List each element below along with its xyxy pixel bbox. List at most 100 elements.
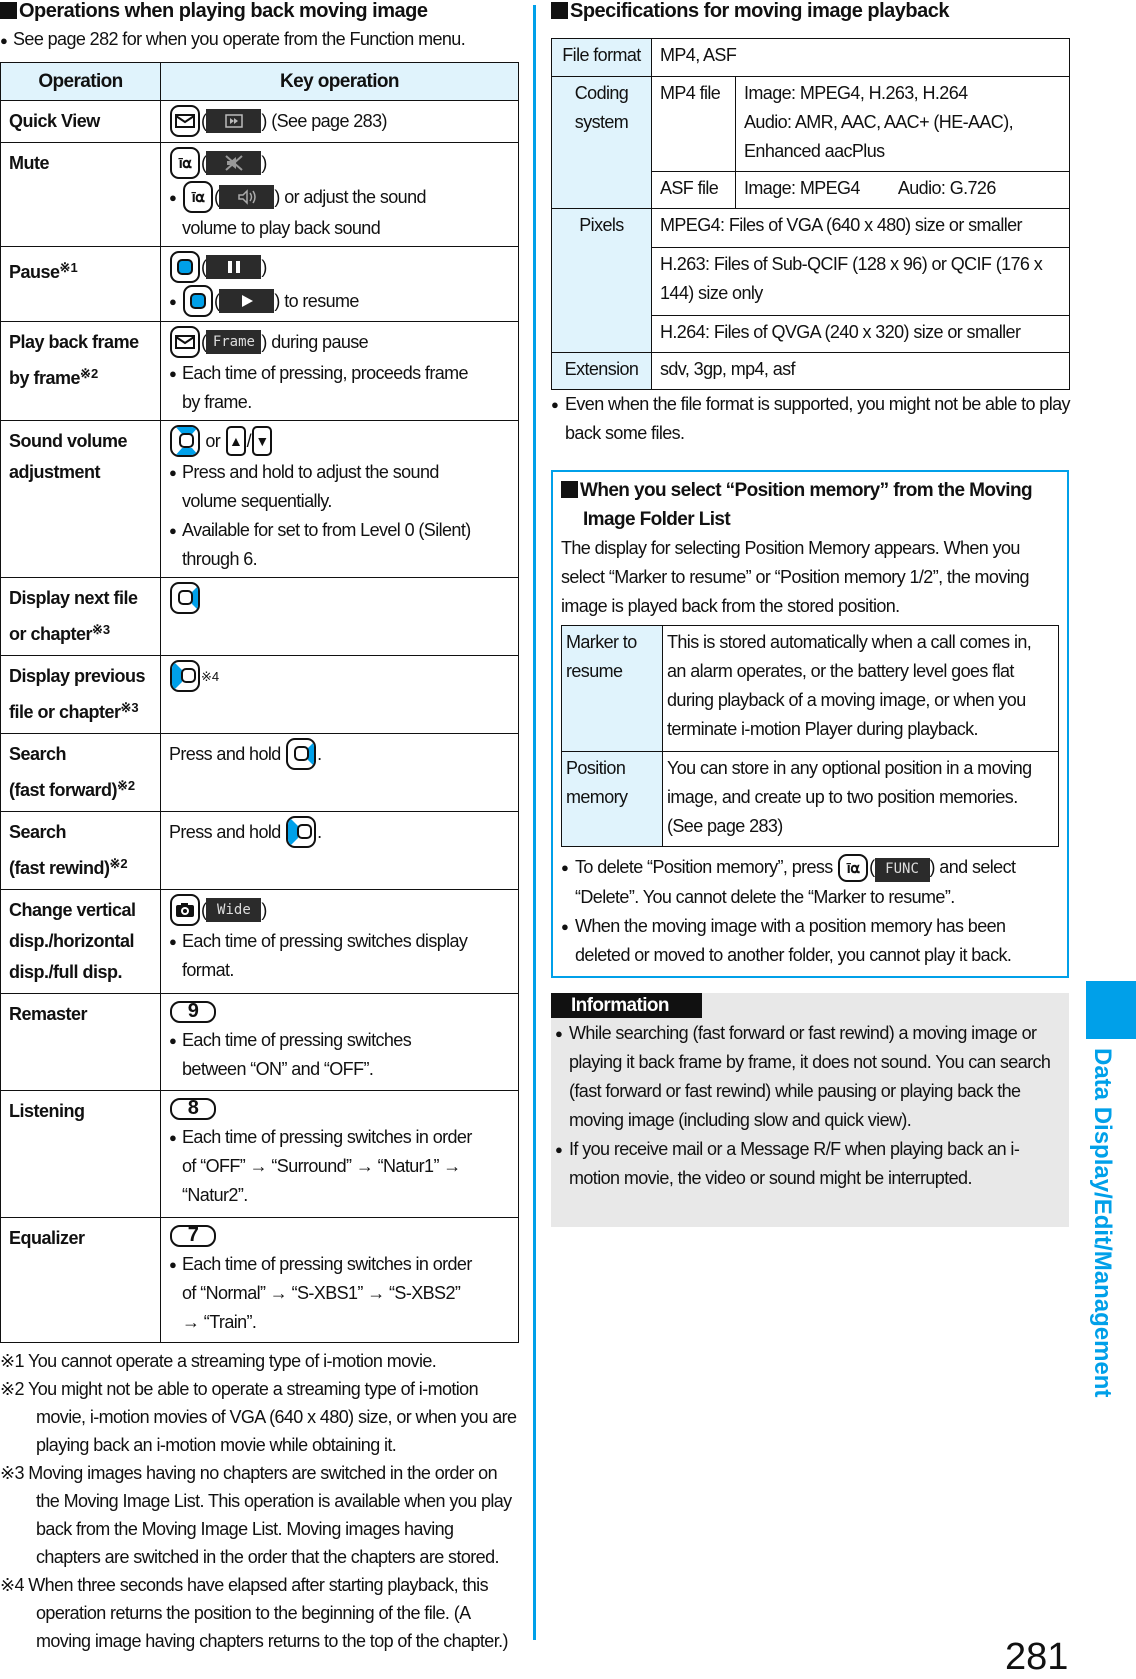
key-operation-line: ● ī⍺() or adjust the sound bbox=[169, 180, 510, 214]
spec-note-text: Even when the file format is supported, … bbox=[565, 394, 1071, 443]
operation-name-line: Remaster bbox=[9, 999, 152, 1030]
bullet-icon: ● bbox=[561, 860, 569, 875]
footnote-ref: ※1 bbox=[59, 260, 78, 275]
position-memory-table: Marker to resume This is stored automatic… bbox=[561, 625, 1059, 847]
mail-key-icon bbox=[170, 326, 200, 358]
key-operation: 8 ● Each time of pressing switches in orde… bbox=[160, 1090, 519, 1218]
text: Press and hold bbox=[169, 743, 286, 764]
key-operation: (Frame) during pause ● Each time of pressi… bbox=[160, 321, 519, 421]
text: ) (See page 283) bbox=[261, 110, 387, 131]
operation-name-line: disp./full disp. bbox=[9, 957, 152, 988]
key-operation-line: ● () to resume bbox=[169, 284, 510, 318]
note-text: See page 282 for when you operate from t… bbox=[13, 29, 466, 49]
operation-name-text: disp./horizontal bbox=[9, 931, 135, 951]
operation-name: Display next file or chapter※3 bbox=[0, 577, 161, 656]
right-key-icon bbox=[170, 582, 200, 614]
deleted-moved-note: ● When the moving image with a position m… bbox=[561, 912, 1059, 970]
extension-value: sdv, 3gp, mp4, asf bbox=[651, 352, 1070, 390]
operation-name-line: (fast forward)※2 bbox=[9, 770, 152, 806]
header-key-operation: Key operation bbox=[160, 62, 519, 101]
footnote-ref: ※4 bbox=[201, 668, 220, 684]
operation-name: Change vertical disp./horizontal disp./ful… bbox=[0, 889, 161, 994]
text: / bbox=[246, 430, 252, 451]
text: through 6. bbox=[182, 549, 258, 569]
footnote: ※2 You might not be able to operate a st… bbox=[0, 1379, 517, 1455]
operation-name-line: file or chapter※3 bbox=[9, 692, 152, 728]
text: between “ON” and “OFF”. bbox=[182, 1059, 374, 1079]
operation-name-line: Mute bbox=[9, 148, 152, 179]
key-operation-line bbox=[169, 581, 510, 615]
key-operation-line: ● Each time of pressing switches bbox=[169, 1026, 510, 1055]
bullet-icon: ● bbox=[551, 397, 559, 412]
bullet-icon: ● bbox=[169, 1033, 177, 1048]
operation-name-text: disp./full disp. bbox=[9, 962, 123, 982]
note-text: When the moving image with a position me… bbox=[575, 916, 1012, 966]
softkey-label: Frame bbox=[206, 330, 262, 354]
operation-name-text: Search bbox=[9, 744, 67, 764]
key-operation-line: (Frame) during pause bbox=[169, 325, 510, 359]
text: Each time of pressing switches bbox=[182, 1030, 412, 1050]
operation-name: Listening bbox=[0, 1090, 161, 1218]
info-bullet: ● If you receive mail or a Message R/F wh… bbox=[555, 1135, 1063, 1193]
number-key-9-icon: 9 bbox=[170, 1000, 216, 1023]
key-operation-line: → “Train”. bbox=[169, 1308, 510, 1337]
header-operation: Operation bbox=[0, 62, 161, 101]
text: ) during pause bbox=[261, 331, 369, 352]
operation-name-text: Pause bbox=[9, 262, 60, 282]
section-title-specifications: Specifications for moving image playback bbox=[551, 0, 1070, 22]
table-row: Listening 8 ● Each time of pressing switche… bbox=[0, 1090, 519, 1218]
page-number: 281 bbox=[1005, 1636, 1069, 1678]
chapter-tab-marker bbox=[1086, 981, 1136, 1039]
key-operation: Press and hold . bbox=[160, 733, 519, 812]
operation-name-line: Display previous bbox=[9, 661, 152, 692]
section-title-text: Operations when playing back moving imag… bbox=[19, 0, 428, 22]
key-operation: 7 ● Each time of pressing switches in orde… bbox=[160, 1217, 519, 1343]
key-operation bbox=[160, 577, 519, 656]
key-operation: ī⍺() ● ī⍺() or adjust the sound volume to p… bbox=[160, 142, 519, 247]
text: volume sequentially. bbox=[182, 491, 332, 511]
operation-name-line: Search bbox=[9, 817, 152, 848]
operation-name-text: Mute bbox=[9, 153, 50, 173]
text: “Natur2”. bbox=[182, 1185, 248, 1205]
pause-softkey-icon bbox=[206, 255, 262, 279]
play-softkey-icon bbox=[219, 289, 275, 313]
operation-name-text: (fast rewind) bbox=[9, 858, 110, 878]
column-divider bbox=[533, 5, 536, 1640]
bullet-icon: ● bbox=[555, 1026, 563, 1042]
square-marker-icon bbox=[561, 481, 578, 498]
text: ( bbox=[201, 331, 207, 352]
pixels-mpeg4: MPEG4: Files of VGA (640 x 480) size or … bbox=[651, 208, 1070, 248]
text: or bbox=[201, 430, 225, 451]
bullet-icon: ● bbox=[169, 465, 177, 480]
text: format. bbox=[182, 960, 234, 980]
operation-name-line: (fast rewind)※2 bbox=[9, 848, 152, 884]
text: → “Train”. bbox=[182, 1312, 257, 1332]
asf-image: Image: MPEG4 bbox=[744, 178, 860, 198]
key-operation-line: Press and hold . bbox=[169, 737, 510, 771]
operation-name-line: Listening bbox=[9, 1096, 152, 1127]
note-text: To delete “Position memory”, press bbox=[575, 857, 838, 877]
text: ( bbox=[214, 186, 220, 207]
down-key-icon: ▼ bbox=[252, 426, 273, 456]
text: Each time of pressing, proceeds frame bbox=[182, 363, 469, 383]
operation-name-text: file or chapter bbox=[9, 702, 121, 722]
operation-name: Equalizer bbox=[0, 1217, 161, 1343]
footnotes: ※1 You cannot operate a streaming type o… bbox=[0, 1347, 519, 1655]
operation-name-text: (fast forward) bbox=[9, 780, 118, 800]
key-operation-line: ī⍺() bbox=[169, 146, 510, 180]
footnote: ※3 Moving images having no chapters are … bbox=[0, 1463, 512, 1567]
operation-name: Quick View bbox=[0, 100, 161, 143]
file-format-label: File format bbox=[551, 38, 652, 77]
key-operation-line: ● Each time of pressing switches display bbox=[169, 927, 510, 956]
info-bullet-text: If you receive mail or a Message R/F whe… bbox=[569, 1139, 1020, 1189]
key-operation-line: format. bbox=[169, 956, 510, 985]
key-operation-line: volume to play back sound bbox=[169, 214, 510, 243]
text: ) bbox=[261, 152, 267, 173]
extension-label: Extension bbox=[551, 352, 652, 390]
table-row: Sound volume adjustment or ▲ / ▼ ● Press and … bbox=[0, 420, 519, 578]
key-operation-line: ● Available for set to from Level 0 (Sile… bbox=[169, 516, 510, 545]
operation-name: Pause※1 bbox=[0, 246, 161, 322]
position-memory-label: Position memory bbox=[561, 751, 663, 847]
chapter-tab-label: Data Display/Edit/Management bbox=[1089, 1048, 1116, 1398]
key-operation-line: volume sequentially. bbox=[169, 487, 510, 516]
